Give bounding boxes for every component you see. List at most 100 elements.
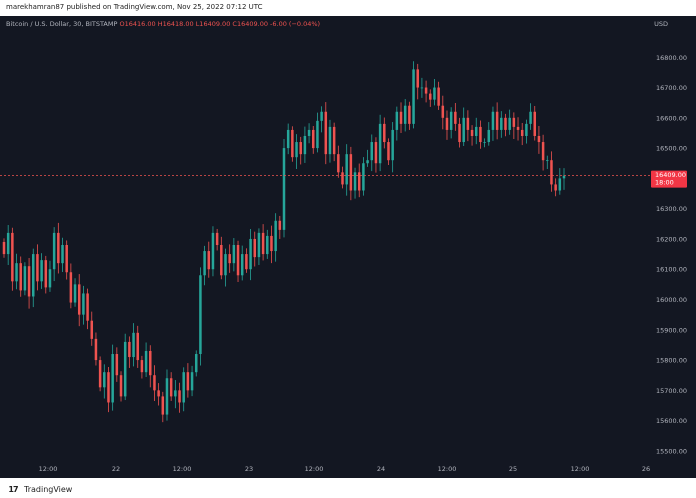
candle-body [128, 341, 131, 358]
candle-body [190, 372, 194, 391]
y-axis: 15500.00 15600.00 15700.00 15800.00 15900.00… [656, 54, 687, 456]
candle-body [215, 232, 219, 245]
candle-body [282, 148, 286, 230]
publisher-line: marekhamran87 published on TradingView.c… [6, 3, 263, 11]
candle-body [103, 372, 106, 388]
x-tick-label: 22 [112, 465, 120, 473]
candle-body [508, 117, 511, 130]
close-value: C16409.00 [232, 20, 268, 28]
candle-body [312, 129, 315, 149]
candle-body [433, 87, 436, 100]
candle-body [495, 111, 499, 130]
candle-body [374, 142, 378, 164]
x-tick-label: 23 [245, 465, 253, 473]
candle-body [420, 87, 424, 89]
candle-body [337, 154, 340, 173]
current-price-label: 16409.00 18:00 [651, 170, 687, 188]
change-value: -6.00 (−0.04%) [270, 20, 321, 28]
candle-body [6, 232, 10, 255]
open-value: O16416.00 [119, 20, 156, 28]
y-tick-label: 15900.00 [656, 326, 687, 334]
candle-body [383, 123, 386, 143]
candle-body [77, 284, 81, 315]
candle-body [474, 126, 478, 136]
candle-body [387, 142, 390, 161]
candle-body [483, 142, 486, 143]
candle-body [554, 184, 557, 191]
candle-body [98, 360, 102, 388]
x-tick-label: 12:00 [305, 465, 324, 473]
x-tick-label: 12:00 [173, 465, 192, 473]
candle-body [378, 123, 382, 164]
candle-body [408, 105, 411, 124]
candle-body [178, 390, 181, 403]
candle-body [303, 135, 307, 155]
candle-body [115, 354, 119, 376]
candle-body [257, 232, 261, 258]
candle-body [203, 251, 206, 276]
countdown-value: 18:00 [655, 179, 674, 187]
candle-body [245, 254, 248, 270]
candle-body [57, 232, 60, 264]
candle-body [90, 320, 94, 339]
candles-group [2, 61, 566, 423]
candlestick-chart[interactable]: 15500.00 15600.00 15700.00 15800.00 15900.00… [0, 16, 696, 478]
x-tick-label: 25 [509, 465, 517, 473]
candle-body [15, 263, 18, 282]
candle-body [286, 129, 290, 149]
candle-body [391, 129, 394, 161]
candle-body [454, 111, 457, 124]
candle-body [500, 117, 503, 130]
brand-name: TradingView [24, 484, 73, 494]
candle-body [111, 354, 114, 403]
candle-body [266, 235, 269, 255]
candle-body [291, 129, 294, 158]
candle-body [249, 238, 252, 270]
candle-body [403, 105, 407, 124]
candle-body [328, 126, 332, 155]
candle-body [349, 154, 353, 191]
candle-body [370, 142, 374, 161]
candle-body [240, 254, 244, 276]
candle-body [320, 111, 323, 121]
candle-body [546, 160, 549, 162]
candle-body [86, 293, 89, 321]
candle-body [211, 232, 215, 270]
candle-body [324, 111, 328, 155]
candle-body [491, 111, 495, 130]
candle-body [207, 251, 211, 270]
candle-body [144, 350, 148, 373]
y-tick-label: 16600.00 [656, 114, 687, 122]
x-tick-label: 12:00 [39, 465, 58, 473]
candle-body [169, 378, 173, 397]
candle-body [441, 105, 445, 118]
candle-body [140, 360, 144, 373]
candle-body [395, 111, 399, 130]
candle-body [516, 126, 520, 130]
candle-body [332, 126, 336, 155]
candle-body [449, 111, 453, 130]
candle-body [533, 111, 536, 136]
chart-area[interactable]: 15500.00 15600.00 15700.00 15800.00 15900.00… [0, 16, 696, 478]
candle-body [182, 372, 185, 403]
candle-body [94, 338, 98, 361]
candle-body [512, 117, 516, 127]
candle-body [357, 172, 361, 191]
symbol-title: Bitcoin / U.S. Dollar, 30, BITSTAMP [6, 20, 118, 28]
candle-body [228, 254, 231, 264]
candle-body [316, 120, 319, 149]
y-tick-label: 16000.00 [656, 296, 687, 304]
candle-body [174, 390, 177, 397]
y-tick-label: 15600.00 [656, 417, 687, 425]
y-tick-label: 15800.00 [656, 357, 687, 365]
candle-body [562, 175, 566, 179]
candle-body [157, 390, 160, 397]
candle-body [27, 266, 31, 297]
candle-body [525, 123, 528, 136]
x-tick-label: 24 [377, 465, 385, 473]
candle-body [161, 396, 165, 415]
candle-body [220, 245, 223, 276]
candle-body [412, 69, 415, 124]
candle-body [462, 117, 465, 143]
candle-body [236, 245, 240, 276]
